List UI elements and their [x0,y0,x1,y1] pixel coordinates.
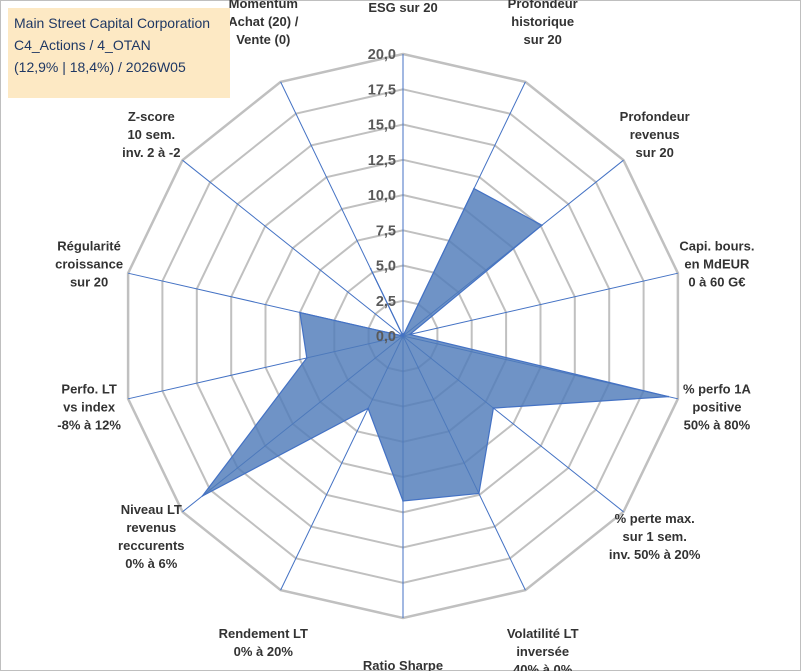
series-layer [201,187,670,502]
axis-label: Ratio Sharpe0 à 1 [363,658,443,671]
axis-label-line: croissance [55,256,123,271]
series-point [492,407,495,409]
axis-label-line: positive [692,400,741,415]
axis-label-line: reccurents [118,538,184,553]
axis-label-line: Profondeur [620,109,690,124]
tick-label: 2,5 [376,294,396,310]
axis-label: % perfo 1A positive 50% à 80% [683,382,752,433]
axis-label: Momentum Achat (20) / Vente (0) [228,0,298,47]
axis-label: Volatilité LT inversée 40% à 0% [507,626,579,671]
axis-label: Régularité croissance sur 20 [55,238,123,289]
tick-label: 20,0 [368,47,396,63]
axis-label-line: en MdEUR [684,256,750,271]
tick-label: 15,0 [368,118,396,134]
series-point [367,407,369,410]
axis-label-line: revenus [126,520,176,535]
company-name: Main Street Capital Corporation [14,15,211,31]
axis-label-line: -8% à 12% [57,418,121,433]
axis-label-line: Ratio Sharpe [363,658,443,671]
axis-label: Perfo. LT vs index -8% à 12% [57,382,121,433]
axis-label: Profondeur revenus sur 20 [620,109,690,160]
axis-label-line: Régularité [57,238,121,253]
axis-label-line: % perte max. [615,511,695,526]
tick-layer: 0,0 2,5 5,0 7,5 10,0 12,5 15,0 17,5 20,0 [368,47,396,345]
series-area [201,187,669,502]
axis-label-line: Vente (0) [236,32,290,47]
axis-label: NoteESG sur 20 [368,0,437,15]
series-point [541,224,543,226]
axis-label-line: Volatilité LT [507,626,579,641]
axis-label: % perte max. sur 1 sem. inv. 50% à 20% [609,511,701,562]
period-line: (12,9% | 18,4%) / 2026W05 [14,59,186,75]
axis-label-line: Perfo. LT [61,382,116,397]
axis-label-line: 0% à 6% [125,556,177,571]
axis-spoke [402,272,679,337]
series-point [667,395,670,398]
series-point [473,187,475,190]
axis-label-line: Achat (20) / [228,14,298,29]
tick-label: 12,5 [368,153,396,169]
axis-label: Niveau LT revenus reccurents 0% à 6% [118,502,184,571]
axis-label-line: Momentum [229,0,298,11]
axis-label-line: 40% à 0% [513,662,573,671]
axis-label-line: inv. 50% à 20% [609,547,701,562]
series-point [402,335,404,337]
series-point [409,333,411,336]
axis-label-line: 50% à 80% [684,418,751,433]
axis-label-line: inversée [516,644,569,659]
tick-label: 10,0 [368,188,396,204]
category-line: C4_Actions / 4_OTAN [14,37,151,53]
axis-label-line: sur 20 [636,145,674,160]
axis-label-line: % perfo 1A [683,382,752,397]
series-point [478,492,480,495]
axis-label-line: sur 20 [70,274,108,289]
series-point [201,495,204,497]
axis-label: Rendement LT 0% à 20% [219,626,308,659]
tick-label: 7,5 [376,223,396,239]
axis-label-line: Z-score [128,109,175,124]
axis-label-line: inv. 2 à -2 [122,145,180,160]
axis-label-line: 10 sem. [127,127,175,142]
title-box: Main Street Capital Corporation C4_Actio… [8,8,230,98]
axis-spoke [182,159,404,337]
series-point [306,357,308,359]
tick-label: 5,0 [376,259,396,275]
series-point [402,500,404,502]
tick-label: 0,0 [376,329,396,345]
axis-label-line: sur 20 [524,32,562,47]
axis-label-line: historique [511,14,574,29]
axis-label: Z-score 10 sem. inv. 2 à -2 [122,109,180,160]
axis-label-line: Niveau LT [121,502,182,517]
axis-label-line: Capi. bours. [679,238,754,253]
axis-label-line: vs index [63,400,116,415]
axis-label-line: revenus [630,127,680,142]
axis-label-line: Rendement LT [219,626,308,641]
axis-label-line: Profondeur [508,0,578,11]
axis-label-line: ESG sur 20 [368,0,437,15]
axis-label-line: 0% à 20% [234,644,294,659]
tick-label: 17,5 [368,82,396,98]
axis-label-layer: NoteESG sur 20 Profondeur historique sur 20… [55,0,754,671]
axis-label-line: sur 1 sem. [623,529,687,544]
axis-label: Profondeur historique sur 20 [508,0,578,47]
axis-label: Capi. bours. en MdEUR 0 à 60 G€ [679,238,754,289]
series-point [299,311,301,314]
axis-label-line: 0 à 60 G€ [688,274,745,289]
series-point [369,267,372,270]
